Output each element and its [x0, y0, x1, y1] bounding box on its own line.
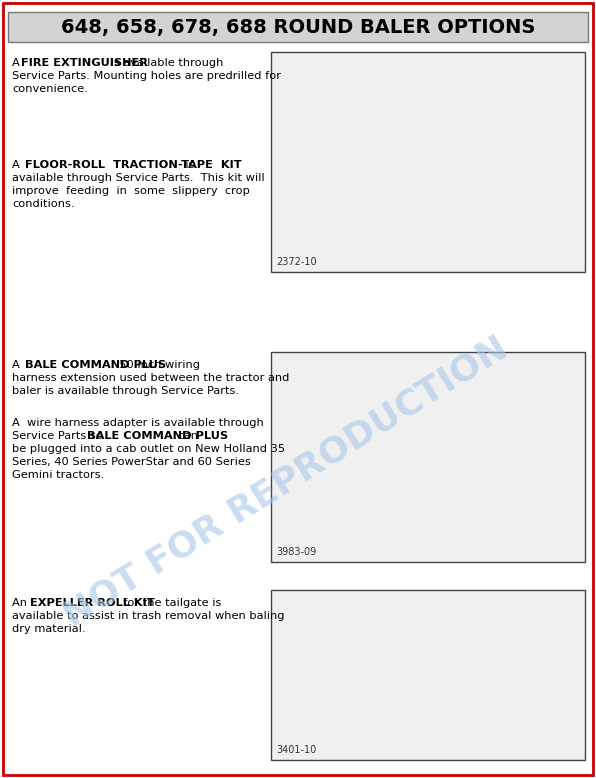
Text: is available through: is available through [107, 58, 224, 68]
Bar [271, 352, 585, 562]
Text: baler is available through Service Parts.: baler is available through Service Parts… [12, 386, 239, 396]
Text: can: can [173, 431, 198, 441]
Text: 50 inch wiring: 50 inch wiring [111, 360, 200, 370]
Text: FLOOR-ROLL  TRACTION-TAPE  KIT: FLOOR-ROLL TRACTION-TAPE KIT [25, 160, 242, 170]
Bar [271, 52, 585, 272]
Text: is: is [178, 160, 194, 170]
Text: available through Service Parts.  This kit will: available through Service Parts. This ki… [12, 173, 265, 183]
Text: Series, 40 Series PowerStar and 60 Series: Series, 40 Series PowerStar and 60 Serie… [12, 457, 251, 467]
Text: improve  feeding  in  some  slippery  crop: improve feeding in some slippery crop [12, 186, 250, 196]
Text: conditions.: conditions. [12, 199, 74, 209]
Text: convenience.: convenience. [12, 84, 88, 94]
Text: dry material.: dry material. [12, 624, 85, 634]
Text: A: A [12, 160, 27, 170]
Bar [271, 590, 585, 760]
Text: Service Parts so: Service Parts so [12, 431, 106, 441]
Bar [8, 12, 588, 42]
Text: 2372-10: 2372-10 [276, 257, 316, 267]
Text: BALE COMMAND PLUS: BALE COMMAND PLUS [25, 360, 166, 370]
Text: A: A [12, 58, 23, 68]
Text: Service Parts. Mounting holes are predrilled for: Service Parts. Mounting holes are predri… [12, 71, 281, 81]
Text: 3983-09: 3983-09 [276, 547, 316, 557]
Text: A: A [12, 360, 27, 370]
Text: 3401-10: 3401-10 [276, 745, 316, 755]
Text: Gemini tractors.: Gemini tractors. [12, 470, 104, 480]
Text: FIRE EXTINGUISHER: FIRE EXTINGUISHER [21, 58, 148, 68]
Text: NOT FOR REPRODUCTION: NOT FOR REPRODUCTION [58, 331, 514, 634]
Text: An: An [12, 598, 34, 608]
Text: available to assist in trash removal when baling: available to assist in trash removal whe… [12, 611, 284, 621]
Text: be plugged into a cab outlet on New Holland 35: be plugged into a cab outlet on New Holl… [12, 444, 285, 454]
Text: A  wire harness adapter is available through: A wire harness adapter is available thro… [12, 418, 264, 428]
Text: for the tailgate is: for the tailgate is [116, 598, 222, 608]
Text: harness extension used between the tractor and: harness extension used between the tract… [12, 373, 290, 383]
Text: 648, 658, 678, 688 ROUND BALER OPTIONS: 648, 658, 678, 688 ROUND BALER OPTIONS [61, 17, 535, 37]
Text: BALE COMMAND PLUS: BALE COMMAND PLUS [87, 431, 228, 441]
Text: EXPELLER ROLL KIT: EXPELLER ROLL KIT [30, 598, 154, 608]
